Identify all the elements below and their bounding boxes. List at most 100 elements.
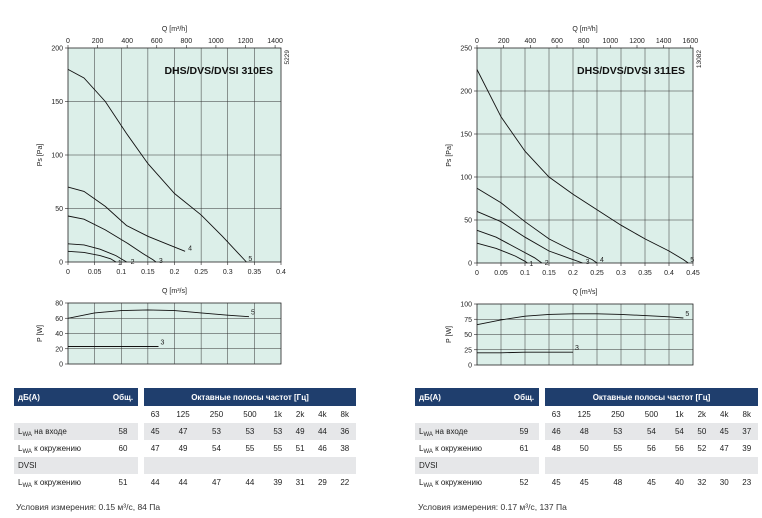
power-curve-label-3: 3 bbox=[575, 345, 579, 352]
top-axis-label: Q [m³/h] bbox=[162, 26, 187, 33]
table-freq-label: 1k bbox=[675, 410, 684, 419]
table-band-value: 53 bbox=[233, 423, 267, 440]
x-tick-label: 0.05 bbox=[494, 270, 508, 277]
x-tick-label: 0.2 bbox=[568, 270, 578, 277]
table-band-value: 46 bbox=[545, 423, 568, 440]
measurement-conditions: Условия измерения: 0.17 м³/с, 137 Па bbox=[418, 502, 567, 512]
y-axis-label: Ps [Pa] bbox=[37, 144, 44, 167]
curve-label-2: 2 bbox=[545, 260, 549, 267]
table-cell-empty bbox=[108, 457, 138, 474]
top-axis-label: Q [m³/h] bbox=[572, 26, 597, 33]
table-header-total: Общ. bbox=[108, 388, 138, 406]
row-label-text: к окружению bbox=[432, 444, 482, 453]
lwa-subscript: WA bbox=[22, 483, 32, 489]
x-tick-label: 0.15 bbox=[141, 269, 155, 276]
table-separator bbox=[539, 388, 545, 406]
curve-label-2: 2 bbox=[131, 259, 135, 266]
x-tick-label: 0.35 bbox=[248, 269, 262, 276]
table-row-label: LWA к окружению bbox=[415, 474, 509, 491]
top-tick-label: 600 bbox=[551, 38, 563, 45]
x-tick-label: 0 bbox=[66, 269, 70, 276]
table-freq-label: 250 bbox=[611, 410, 625, 419]
table-cell-empty bbox=[539, 457, 545, 474]
curve-4 bbox=[67, 186, 186, 252]
table-band-value: 45 bbox=[713, 423, 736, 440]
table-freq-label: 500 bbox=[644, 410, 659, 419]
x-tick-label: 0.25 bbox=[194, 269, 208, 276]
table-freq-label: 250 bbox=[209, 410, 224, 419]
table-band-value: 53 bbox=[601, 423, 635, 440]
table-cell-empty bbox=[266, 457, 289, 474]
curve-2 bbox=[67, 243, 127, 263]
lwa-subscript: WA bbox=[423, 449, 433, 455]
table-total-value: 52 bbox=[519, 478, 529, 487]
curve-label-5: 5 bbox=[248, 256, 252, 263]
table-header-dba: дБ(А) bbox=[14, 388, 108, 406]
lwa-subscript: WA bbox=[423, 483, 433, 489]
x-tick-label: 0.35 bbox=[638, 270, 652, 277]
chart-title: DHS/DVS/DVSI 311ES bbox=[577, 65, 685, 77]
top-tick-label: 1600 bbox=[683, 38, 699, 45]
table-band-value: 56 bbox=[646, 444, 656, 453]
table-band-value: 45 bbox=[551, 478, 561, 487]
x-tick-label: 0.15 bbox=[542, 270, 556, 277]
table-band-value: 44 bbox=[150, 478, 160, 487]
row-label-text: к окружению bbox=[31, 444, 81, 453]
table-band-value: 46 bbox=[317, 444, 327, 453]
table-band-value: 48 bbox=[613, 478, 623, 487]
table-band-value: 32 bbox=[697, 478, 707, 487]
curve-label-4: 4 bbox=[188, 245, 192, 252]
top-tick-label: 200 bbox=[92, 38, 104, 45]
y-tick-label: 150 bbox=[51, 99, 63, 106]
table-cell-empty bbox=[601, 457, 635, 474]
power-y-tick-label: 40 bbox=[55, 331, 63, 338]
table-cell-empty bbox=[233, 457, 267, 474]
table-band-value: 38 bbox=[340, 444, 350, 453]
x-tick-label: 0 bbox=[475, 270, 479, 277]
figure-code: 5229 bbox=[284, 50, 291, 65]
row-label-text: на входе bbox=[31, 427, 67, 436]
table-total-value: 61 bbox=[519, 444, 529, 453]
table-band-value: 56 bbox=[674, 444, 684, 453]
table-band-value: 36 bbox=[333, 423, 356, 440]
y-tick-label: 250 bbox=[460, 46, 472, 53]
top-tick-label: 1000 bbox=[603, 38, 619, 45]
table-cell-empty bbox=[311, 457, 334, 474]
table-cell-empty bbox=[288, 457, 312, 474]
table-band-value: 39 bbox=[273, 478, 283, 487]
table-band-value: 23 bbox=[742, 478, 752, 487]
curve-3 bbox=[67, 215, 157, 263]
table-band-value: 37 bbox=[735, 423, 758, 440]
y-tick-label: 200 bbox=[51, 46, 63, 53]
x-tick-label: 0.1 bbox=[520, 270, 530, 277]
table-row-label: LWA на входе bbox=[14, 423, 108, 440]
table-band-value: 55 bbox=[245, 444, 255, 453]
curve-4 bbox=[476, 187, 598, 264]
table-band-value: 48 bbox=[567, 423, 602, 440]
x-axis-label: Q [m³/s] bbox=[162, 288, 187, 295]
top-tick-label: 1400 bbox=[656, 38, 672, 45]
y-tick-label: 100 bbox=[51, 153, 63, 160]
table-band-value: 48 bbox=[551, 444, 561, 453]
lwa-subscript: WA bbox=[22, 432, 32, 438]
lwa-symbol: L bbox=[18, 427, 23, 436]
table-band-value: 53 bbox=[199, 423, 234, 440]
table-row-label: LWA на входе bbox=[415, 423, 509, 440]
table-row: LWA к окружению 51 44 44 47 44 39 31 29 22 bbox=[14, 474, 356, 491]
table-band-value: 54 bbox=[668, 423, 691, 440]
table-cell-empty bbox=[509, 406, 539, 423]
table-cell-empty bbox=[735, 457, 758, 474]
power-curve-label-3: 3 bbox=[161, 339, 165, 346]
lwa-symbol: L bbox=[18, 444, 23, 453]
power-y-tick-label: 60 bbox=[55, 316, 63, 323]
table-cell-empty bbox=[199, 457, 234, 474]
power-axis-label: P [W] bbox=[37, 325, 44, 342]
table-freq-label: 125 bbox=[176, 410, 190, 419]
top-tick-label: 1000 bbox=[208, 38, 224, 45]
power-y-tick-label: 50 bbox=[464, 332, 472, 339]
panel-right: 0 0.05 0.1 0.15 0.2 0.25 0.3 0.35 0.4 0.45 0 50 100 1… bbox=[381, 0, 762, 518]
top-tick-label: 200 bbox=[498, 38, 510, 45]
table-separator bbox=[138, 423, 144, 440]
table-freq-label: 500 bbox=[243, 410, 257, 419]
x-tick-label: 0.05 bbox=[88, 269, 102, 276]
